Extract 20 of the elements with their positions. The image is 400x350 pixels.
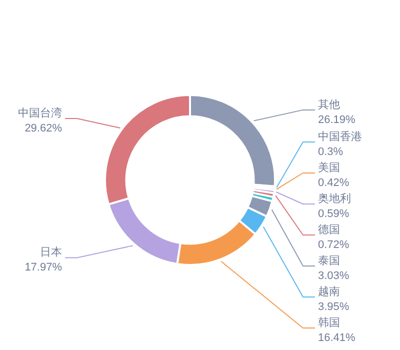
data-label: 16.41% [318, 332, 356, 344]
slice-label: 德国 [318, 224, 340, 236]
data-label: 0.72% [318, 239, 350, 251]
data-label: 0.3% [318, 146, 344, 158]
data-label: 0.59% [318, 208, 350, 220]
slice-label: 日本 [40, 246, 62, 259]
slice-label: 中国香港 [318, 130, 362, 143]
data-label: 26.19% [318, 114, 356, 126]
slice-label: 美国 [318, 161, 340, 174]
slice-label: 其他 [318, 98, 340, 111]
data-label: 29.62% [24, 122, 62, 134]
data-label: 0.42% [318, 177, 350, 189]
data-label: 3.95% [318, 301, 350, 313]
slice-label: 越南 [318, 285, 340, 298]
slice-label: 奥地利 [318, 192, 351, 205]
data-label: 3.03% [318, 270, 350, 282]
slice-label: 泰国 [318, 255, 340, 267]
slice-label: 韩国 [318, 316, 340, 329]
data-label: 17.97% [24, 262, 62, 274]
slice-label: 中国台湾 [18, 106, 62, 120]
